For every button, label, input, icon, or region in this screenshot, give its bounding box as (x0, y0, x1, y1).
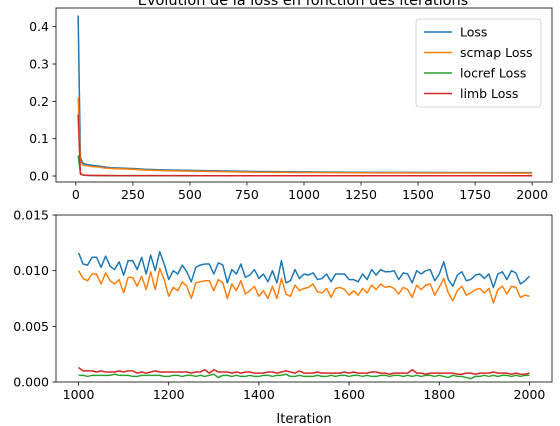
top-x-tick-label: 1750 (459, 187, 491, 202)
bottom-x-tick-label: 1600 (333, 387, 365, 402)
bottom-series-loss (77, 250, 530, 289)
top-x-tick-label: 500 (178, 187, 202, 202)
top-y-tick-label: 0.2 (29, 94, 49, 109)
legend-label-scmap-loss: scmap Loss (460, 45, 533, 60)
top-loss-plot: 0 250 500 750 1000 1250 1500 1750 2000 0.0 0.1 0.2 0… (29, 7, 553, 202)
top-x-tick-label: 1000 (288, 187, 320, 202)
bottom-x-tick-label: 1400 (243, 387, 275, 402)
top-y-tick-label: 0.3 (29, 57, 49, 72)
bottom-series-limb-loss (78, 366, 530, 375)
bottom-axes-frame (55, 214, 553, 383)
top-y-tick-label: 0.1 (29, 131, 49, 146)
bottom-y-tick-label: 0.015 (13, 208, 49, 223)
top-x-tick-label: 1250 (345, 187, 377, 202)
top-x-tick-label: 750 (235, 187, 259, 202)
bottom-x-tick-label: 2000 (514, 387, 546, 402)
top-series-scmap-loss (77, 97, 533, 174)
bottom-series-scmap-loss (77, 267, 530, 304)
top-x-tick-label: 2000 (516, 187, 548, 202)
legend-label-loss: Loss (460, 25, 487, 40)
x-axis-title: Iteration (276, 412, 331, 426)
bottom-series-locref-loss (78, 373, 530, 380)
bottom-loss-plot: 1000 1200 1400 1600 1800 2000 0.000 0.005 0.010 0… (13, 208, 553, 402)
top-y-tick-label: 0.4 (29, 19, 49, 34)
top-x-tick-label: 1500 (402, 187, 434, 202)
bottom-y-tick-label: 0.005 (13, 319, 49, 334)
bottom-x-tick-label: 1200 (153, 387, 185, 402)
bottom-x-tick-label: 1800 (423, 387, 455, 402)
top-x-tick-label: 0 (72, 187, 80, 202)
legend: Loss scmap Loss locref Loss limb Loss (415, 18, 542, 108)
bottom-y-tick-label: 0.010 (13, 263, 49, 278)
top-series-limb-loss (77, 114, 533, 177)
top-y-tick-label: 0.0 (29, 169, 49, 184)
bottom-y-tick-label: 0.000 (13, 375, 49, 390)
legend-box (415, 18, 542, 108)
bottom-x-tick-label: 1000 (63, 387, 95, 402)
chart-title: Evolution de la loss en fonction des ite… (138, 0, 468, 9)
legend-label-locref-loss: locref Loss (460, 66, 526, 81)
legend-label-limb-loss: limb Loss (460, 86, 518, 101)
top-x-tick-label: 250 (121, 187, 145, 202)
